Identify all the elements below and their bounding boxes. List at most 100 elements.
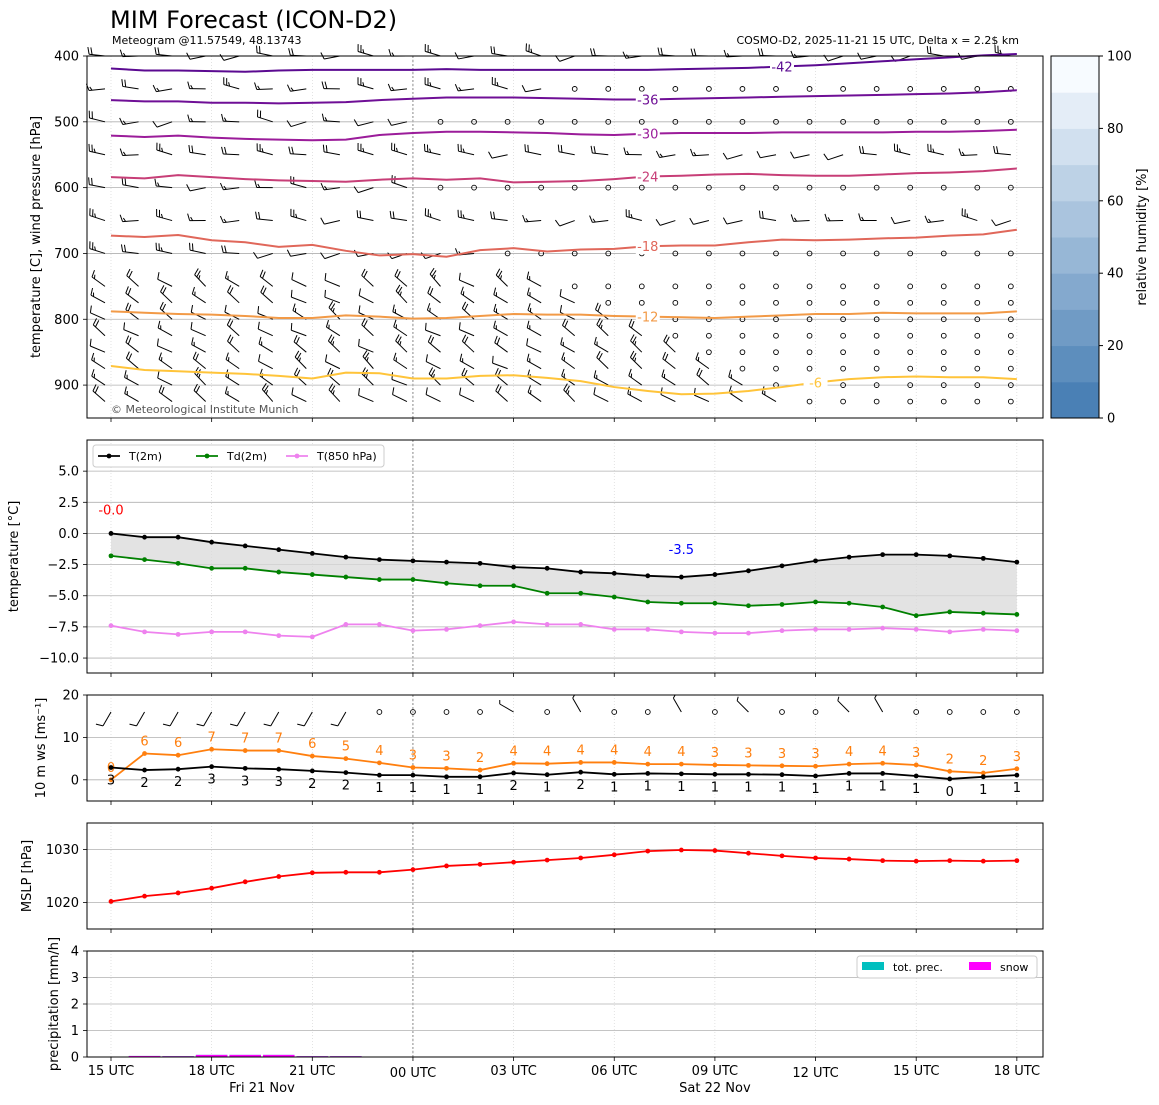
wind-barb-flag [961, 151, 965, 156]
data-point [813, 558, 818, 564]
wind-barb-shaft [324, 252, 341, 260]
wind-barb-flag [291, 146, 294, 155]
wind-barb-shaft [526, 327, 542, 337]
wind-barb-shaft [827, 55, 844, 62]
data-point [1014, 612, 1020, 617]
wind-barb [259, 368, 274, 386]
x-tick-label: 09 UTC [692, 1064, 738, 1079]
wind-barb-calm [706, 250, 712, 257]
wind-barb [427, 334, 441, 353]
wind-barb-calm [840, 299, 846, 306]
colorbar-tick-label: 0 [1107, 412, 1115, 427]
wind-barb [493, 287, 508, 304]
wind-barb-shaft [494, 342, 508, 353]
wind-barb-flag [330, 723, 338, 727]
data-point [309, 768, 315, 774]
legend-label: T(2m) [128, 450, 162, 463]
data-label: 1 [644, 779, 652, 794]
data-point [779, 563, 785, 569]
wind-barb-shaft [257, 252, 273, 259]
data-point [913, 762, 919, 768]
wind-barb-calm [672, 250, 679, 257]
wind-barb [425, 387, 441, 402]
wind-barb [324, 272, 341, 287]
wind-barb-calm [873, 299, 880, 306]
wind-barb [395, 284, 408, 304]
wind-barb-flag [429, 213, 432, 218]
wind-barb-flag [353, 186, 359, 193]
data-point [645, 599, 651, 605]
wind-barb-flag [363, 320, 368, 328]
data-label: 7 [241, 732, 249, 747]
data-point [813, 763, 818, 769]
legend-box [92, 444, 385, 468]
wind-barb-shaft [258, 343, 274, 353]
data-point [678, 629, 684, 635]
wind-barb [221, 146, 240, 156]
wind-barb [454, 83, 475, 92]
data-point [645, 626, 651, 632]
wind-barb-flag [427, 334, 432, 343]
data-point [242, 748, 248, 753]
wind-barb [191, 286, 206, 304]
wind-barb [991, 219, 1012, 227]
wind-barb-shaft [156, 121, 173, 128]
wind-barb-shaft [290, 182, 307, 189]
legend-marker [294, 453, 300, 459]
legend: T(2m) Td(2m) T(850 hPa) [92, 444, 385, 468]
wind-barb-flag [362, 147, 365, 153]
wind-barb-flag [693, 48, 697, 56]
wind-barb-shaft [157, 345, 173, 353]
isotherm-label-bg [635, 168, 660, 185]
wind-barb [561, 368, 575, 386]
wind-barb-shaft [324, 220, 340, 225]
wind-barb-shaft [695, 358, 710, 370]
wind-barb-shaft [328, 340, 341, 353]
data-point [947, 768, 953, 774]
wind-barb-shaft [459, 360, 475, 370]
data-label: 1 [845, 779, 853, 794]
data-point [175, 560, 181, 566]
data-label: 1 [375, 781, 383, 796]
wind-barb-calm [806, 349, 813, 356]
wind-barb-calm [437, 184, 444, 191]
wind-barb-calm [571, 118, 578, 125]
wind-barb-shaft [358, 187, 374, 194]
wind-barb-flag [190, 84, 194, 89]
model-subtitle: COSMO-D2, 2025-11-21 15 UTC, Delta x = 2… [736, 34, 1019, 47]
wind-barb [526, 353, 542, 370]
wind-barb-flag [219, 53, 225, 61]
wind-barb-shaft [392, 394, 408, 402]
wind-barb [526, 271, 542, 287]
wind-barb-flag [224, 245, 227, 253]
wind-barb-flag [161, 147, 164, 152]
data-point [746, 762, 751, 768]
wind-barb [559, 305, 575, 320]
wind-barb-flag [662, 351, 666, 359]
isotherm-line [110, 53, 1017, 73]
wind-barb-flag [156, 87, 160, 92]
wind-barb-shaft [194, 373, 207, 386]
wind-barb-flag [291, 387, 294, 395]
wind-barb [290, 208, 307, 222]
wind-barb [358, 288, 374, 304]
data-label: 0 [946, 785, 954, 800]
wind-barb-flag [193, 383, 198, 391]
wind-barb-flag [793, 217, 797, 222]
data-label: 2 [577, 778, 585, 793]
wind-barb [893, 143, 911, 156]
wind-barb-flag [223, 185, 227, 190]
wind-barb-calm [773, 349, 779, 356]
wind-barb [327, 334, 341, 353]
data-point [611, 852, 617, 858]
wind-barb-shaft [291, 329, 307, 337]
wind-barb [994, 45, 1011, 57]
wind-barb-shaft [458, 216, 475, 222]
wind-barb-flag [258, 46, 261, 54]
wind-barb [387, 83, 408, 92]
wind-barb-flag [433, 274, 436, 279]
wind-barb-shaft [874, 697, 884, 713]
wind-barb-flag [126, 268, 131, 276]
wind-barb-flag [431, 270, 437, 277]
wind-barb [189, 242, 206, 254]
